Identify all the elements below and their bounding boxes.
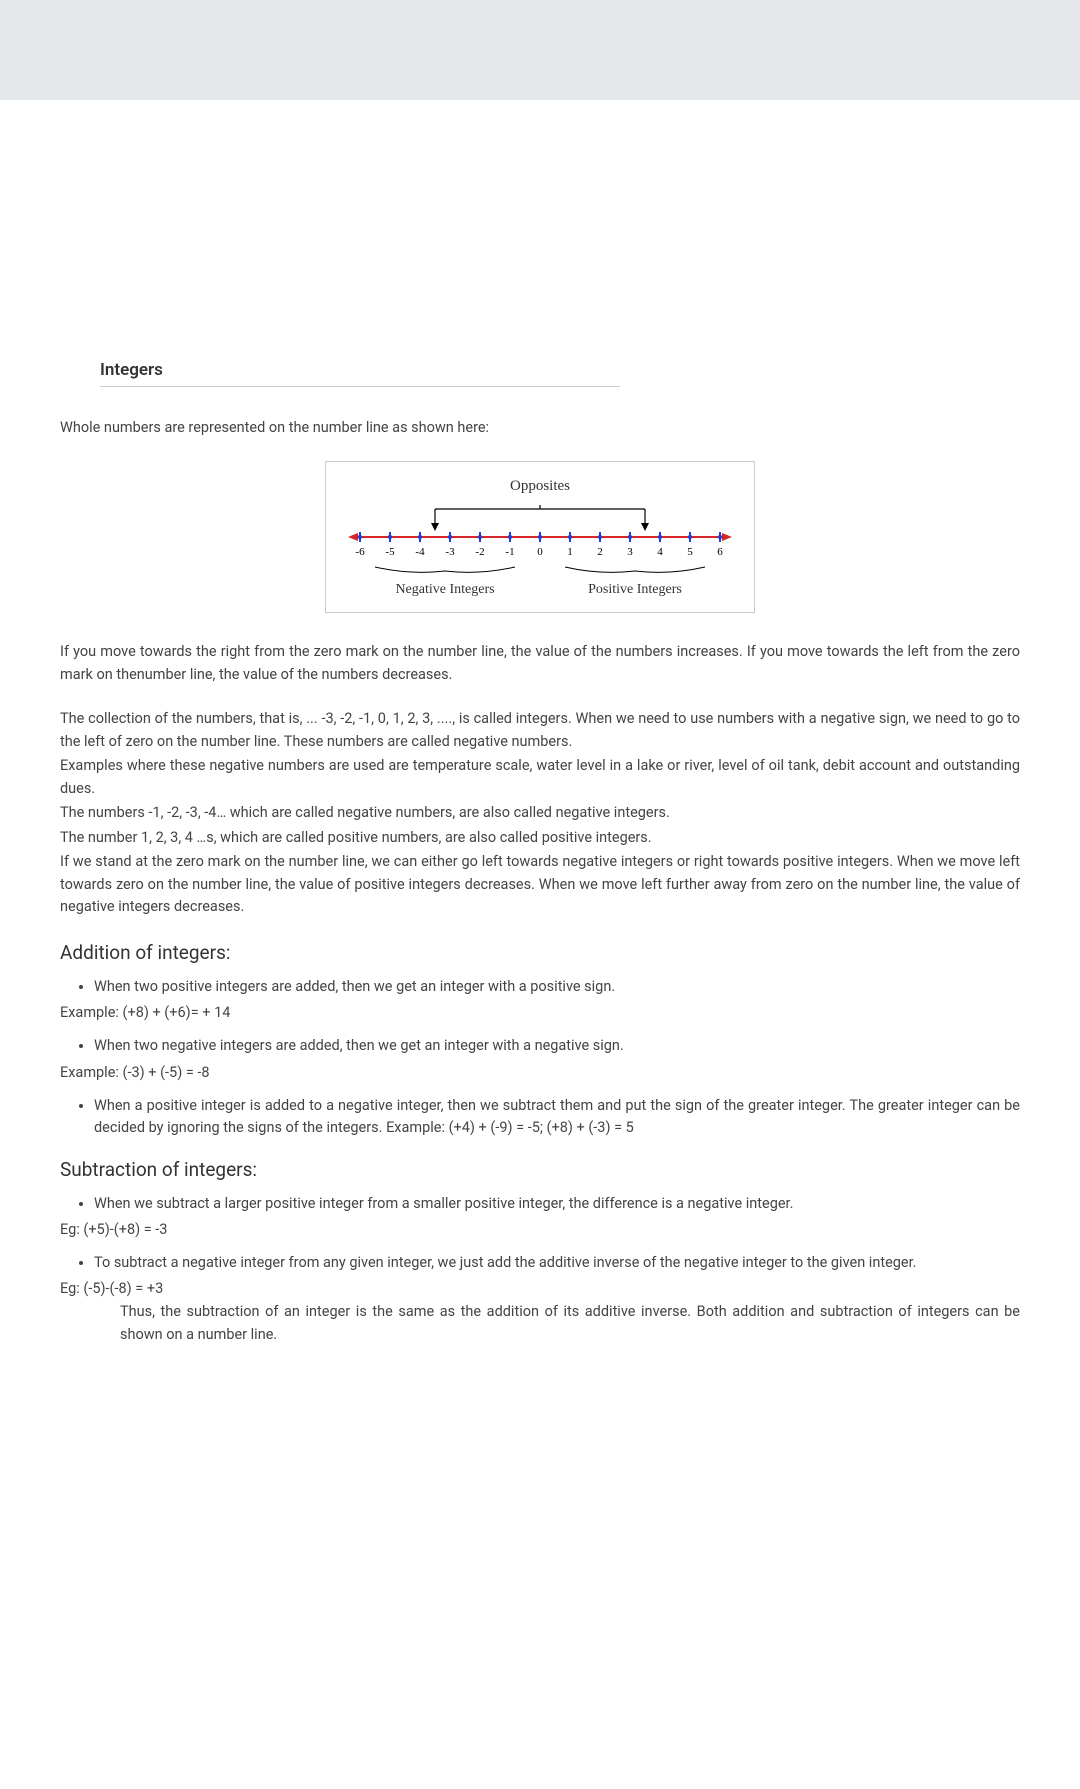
- svg-text:-2: -2: [475, 546, 484, 558]
- svg-text:4: 4: [657, 546, 663, 558]
- addition-bullet-1: When two positive integers are added, th…: [94, 976, 1020, 998]
- paragraph-2e: If we stand at the zero mark on the numb…: [60, 851, 1020, 918]
- subtraction-list-1: When we subtract a larger positive integ…: [60, 1193, 1020, 1215]
- svg-text:-6: -6: [355, 546, 365, 558]
- addition-list-1: When two positive integers are added, th…: [60, 976, 1020, 998]
- page-background-gap: [0, 0, 1080, 100]
- positive-brace: Positive Integers: [560, 565, 710, 598]
- subtraction-example-1: Eg: (+5)-(+8) = -3: [60, 1221, 1020, 1238]
- svg-text:5: 5: [687, 546, 693, 558]
- number-line-svg-wrap: -6 -5 -4 -3 -2 -1 0 1 2 3 4 5 6: [338, 497, 742, 563]
- addition-example-1: Example: (+8) + (+6)= + 14: [60, 1004, 1020, 1021]
- number-line-svg: -6 -5 -4 -3 -2 -1 0 1 2 3 4 5 6: [340, 497, 740, 563]
- subtraction-bullet-1: When we subtract a larger positive integ…: [94, 1193, 1020, 1215]
- svg-text:0: 0: [537, 546, 543, 558]
- positive-brace-curve: [560, 565, 710, 575]
- paragraph-2a: The collection of the numbers, that is, …: [60, 708, 1020, 753]
- positive-label: Positive Integers: [560, 582, 710, 598]
- addition-example-2: Example: (-3) + (-5) = -8: [60, 1064, 1020, 1081]
- addition-list-2: When two negative integers are added, th…: [60, 1035, 1020, 1057]
- subtraction-conclusion: Thus, the subtraction of an integer is t…: [120, 1301, 1020, 1346]
- addition-list-3: When a positive integer is added to a ne…: [60, 1095, 1020, 1140]
- title-container: Integers: [100, 360, 620, 387]
- number-line-figure: Opposites -6 -5 -4 -3 -2 -1 0 1 2 3 4 5 6 Negative I…: [325, 461, 755, 613]
- subtraction-heading: Subtraction of integers:: [60, 1158, 1020, 1181]
- svg-text:3: 3: [627, 546, 633, 558]
- negative-brace: Negative Integers: [370, 565, 520, 598]
- svg-text:-4: -4: [415, 546, 425, 558]
- page-title: Integers: [100, 360, 620, 380]
- content-area: Integers Whole numbers are represented o…: [60, 360, 1020, 1346]
- subtraction-list-2: To subtract a negative integer from any …: [60, 1252, 1020, 1274]
- addition-bullet-2: When two negative integers are added, th…: [94, 1035, 1020, 1057]
- svg-text:-1: -1: [505, 546, 514, 558]
- intro-paragraph: Whole numbers are represented on the num…: [60, 417, 1020, 439]
- negative-label: Negative Integers: [370, 582, 520, 598]
- svg-text:-3: -3: [445, 546, 455, 558]
- negative-brace-curve: [370, 565, 520, 575]
- addition-heading: Addition of integers:: [60, 941, 1020, 964]
- paragraph-1: If you move towards the right from the z…: [60, 641, 1020, 686]
- svg-text:-5: -5: [385, 546, 395, 558]
- addition-bullet-3: When a positive integer is added to a ne…: [94, 1095, 1020, 1140]
- svg-text:2: 2: [597, 546, 603, 558]
- opposites-label: Opposites: [338, 478, 742, 495]
- svg-text:6: 6: [717, 546, 723, 558]
- paragraph-2c: The numbers -1, -2, -3, -4… which are ca…: [60, 802, 1020, 824]
- brace-row: Negative Integers Positive Integers: [338, 565, 742, 598]
- svg-text:1: 1: [567, 546, 573, 558]
- subtraction-example-2: Eg: (-5)-(-8) = +3: [60, 1280, 1020, 1297]
- paragraph-2d: The number 1, 2, 3, 4 …s, which are call…: [60, 827, 1020, 849]
- subtraction-bullet-2: To subtract a negative integer from any …: [94, 1252, 1020, 1274]
- document-page: Integers Whole numbers are represented o…: [0, 100, 1080, 1789]
- paragraph-2b: Examples where these negative numbers ar…: [60, 755, 1020, 800]
